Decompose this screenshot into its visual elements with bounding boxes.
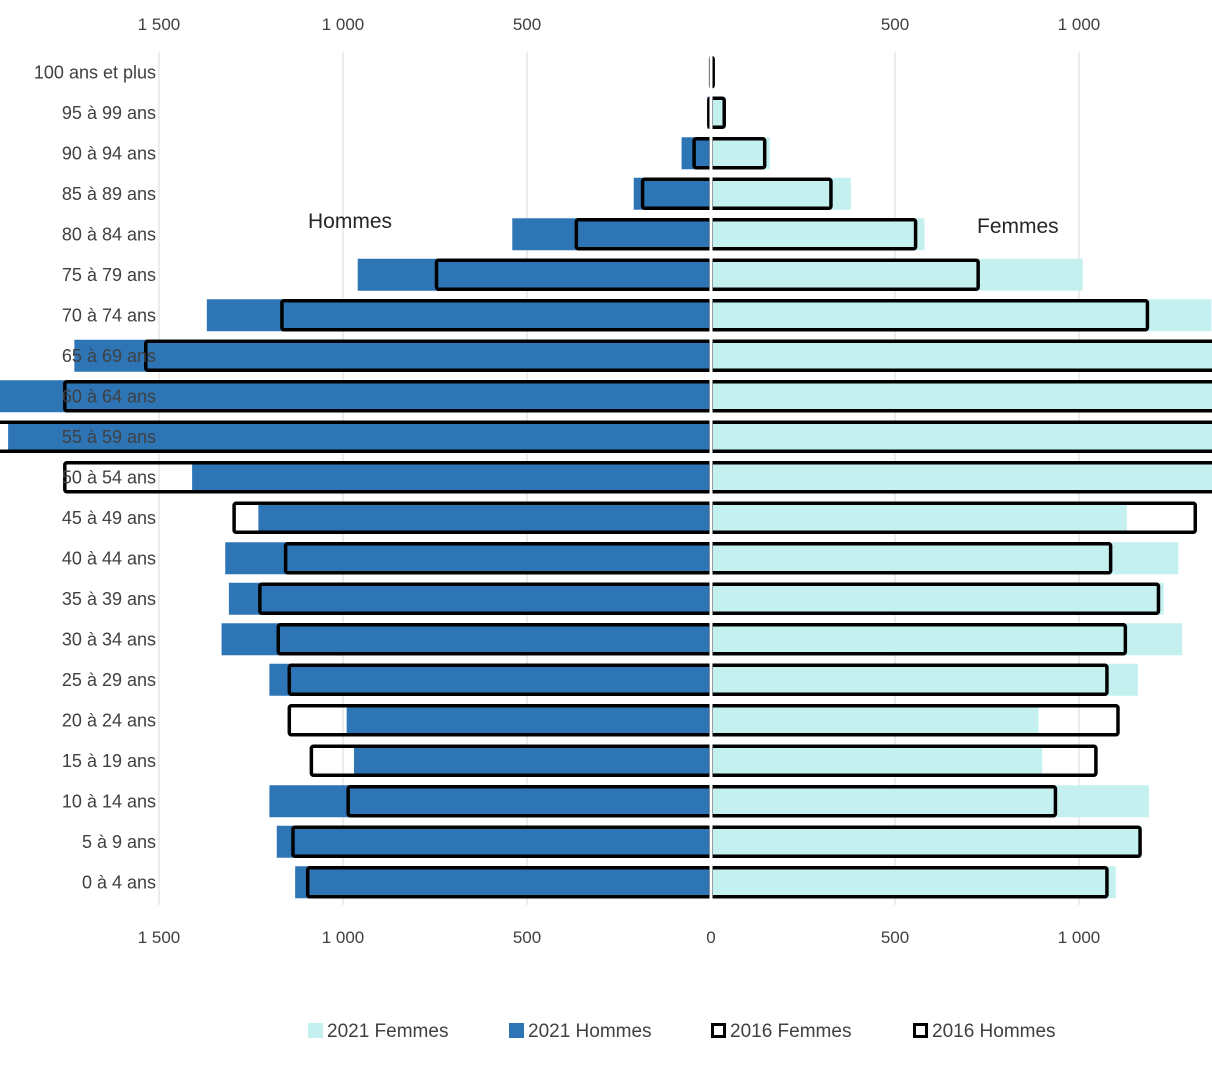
legend-swatch — [913, 1023, 928, 1038]
legend-label: 2021 Femmes — [327, 1021, 448, 1042]
bottom-tick-label: 500 — [881, 928, 909, 947]
bar-2021-femmes — [711, 339, 1212, 372]
legend-label: 2016 Hommes — [932, 1021, 1056, 1042]
legend-swatch — [711, 1023, 726, 1038]
bar-2021-hommes — [206, 299, 711, 332]
bar-2021-hommes — [8, 420, 712, 453]
bar-2021-hommes — [228, 582, 712, 615]
top-tick-label: 1 000 — [1058, 15, 1101, 34]
bar-2021-femmes — [711, 542, 1179, 575]
bar-2021-hommes — [0, 380, 712, 413]
legend: 2021 Femmes 2021 Hommes 2016 Femmes 2016 Ho… — [308, 1021, 1056, 1042]
bar-2021-hommes — [633, 177, 711, 210]
category-label: 0 à 4 ans — [82, 872, 156, 892]
category-label: 80 à 84 ans — [62, 224, 156, 244]
category-label: 10 à 14 ans — [62, 791, 156, 811]
category-label: 60 à 64 ans — [62, 386, 156, 406]
bar-2021-femmes — [711, 744, 1043, 777]
bar-2021-hommes — [258, 501, 711, 534]
bars-layer — [0, 52, 1212, 905]
category-label: 15 à 19 ans — [62, 751, 156, 771]
legend-swatch — [509, 1023, 524, 1038]
bar-2021-hommes — [192, 461, 711, 494]
category-label: 40 à 44 ans — [62, 548, 156, 568]
bar-2021-femmes — [711, 704, 1039, 737]
bar-2021-femmes — [711, 582, 1164, 615]
bar-2021-hommes — [269, 785, 711, 818]
category-labels: 0 à 4 ans 5 à 9 ans 10 à 14 ans 15 à 19 ans… — [34, 62, 156, 892]
bottom-tick-label: 1 000 — [322, 928, 365, 947]
category-label: 35 à 39 ans — [62, 589, 156, 609]
top-tick-label: 1 000 — [322, 15, 365, 34]
bar-2021-hommes — [276, 825, 711, 858]
bar-2021-femmes — [711, 96, 726, 129]
bar-2021-hommes — [512, 218, 711, 251]
category-label: 75 à 79 ans — [62, 265, 156, 285]
category-label: 30 à 34 ans — [62, 629, 156, 649]
top-tick-label: 500 — [513, 15, 541, 34]
bar-2021-femmes — [711, 663, 1138, 696]
bar-2021-hommes — [354, 744, 711, 777]
bar-2021-femmes — [711, 866, 1116, 899]
bar-2021-hommes — [295, 866, 711, 899]
bottom-tick-label: 0 — [706, 928, 715, 947]
bottom-tick-label: 500 — [513, 928, 541, 947]
category-label: 20 à 24 ans — [62, 710, 156, 730]
annotation-femmes: Femmes — [977, 215, 1059, 238]
category-label: 50 à 54 ans — [62, 467, 156, 487]
bar-2021-femmes — [711, 258, 1083, 291]
top-tick-label: 500 — [881, 15, 909, 34]
category-label: 5 à 9 ans — [82, 832, 156, 852]
bar-2021-hommes — [221, 623, 711, 656]
bar-2021-femmes — [711, 299, 1212, 332]
category-label: 55 à 59 ans — [62, 427, 156, 447]
category-label: 90 à 94 ans — [62, 143, 156, 163]
bar-2021-hommes — [269, 663, 711, 696]
bar-2021-femmes — [711, 461, 1212, 494]
category-label: 85 à 89 ans — [62, 184, 156, 204]
annotation-hommes: Hommes — [308, 210, 392, 233]
bottom-tick-label: 1 000 — [1058, 928, 1101, 947]
top-tick-label: 1 500 — [138, 15, 181, 34]
category-label: 65 à 69 ans — [62, 346, 156, 366]
bar-2021-femmes — [711, 825, 1142, 858]
bar-2021-femmes — [711, 501, 1127, 534]
bar-2021-femmes — [711, 137, 770, 170]
category-label: 25 à 29 ans — [62, 670, 156, 690]
category-label: 95 à 99 ans — [62, 103, 156, 123]
bar-2021-femmes — [711, 785, 1149, 818]
bar-2021-hommes — [74, 339, 712, 372]
bar-2021-hommes — [346, 704, 711, 737]
side-labels: Hommes Femmes — [308, 210, 1059, 238]
bar-2021-femmes — [711, 218, 925, 251]
bar-2021-hommes — [357, 258, 711, 291]
category-label: 70 à 74 ans — [62, 305, 156, 325]
bar-2021-femmes — [711, 380, 1212, 413]
category-label: 100 ans et plus — [34, 62, 156, 82]
bar-2021-femmes — [711, 177, 851, 210]
bar-2021-femmes — [711, 420, 1212, 453]
legend-label: 2016 Femmes — [730, 1021, 851, 1042]
bar-2021-hommes — [225, 542, 712, 575]
legend-label: 2021 Hommes — [528, 1021, 652, 1042]
bar-2021-femmes — [711, 623, 1183, 656]
bottom-tick-label: 1 500 — [138, 928, 181, 947]
bar-2021-hommes — [681, 137, 711, 170]
legend-swatch — [308, 1023, 323, 1038]
category-label: 45 à 49 ans — [62, 508, 156, 528]
